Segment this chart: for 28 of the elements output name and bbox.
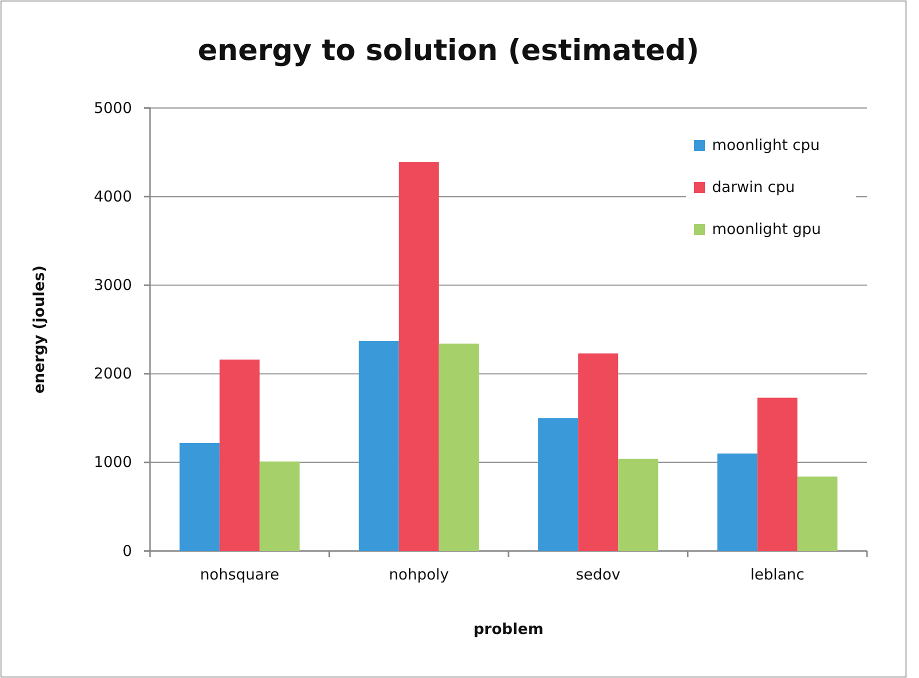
legend-label: moonlight cpu xyxy=(712,136,820,154)
x-tick-label: leblanc xyxy=(750,566,804,584)
x-tick-label: nohsquare xyxy=(200,566,280,584)
y-tick-label: 0 xyxy=(122,542,132,560)
x-axis-title: problem xyxy=(473,620,544,638)
y-tick-label: 1000 xyxy=(94,453,132,472)
bar xyxy=(358,341,399,551)
bar xyxy=(260,462,300,551)
bar xyxy=(618,458,658,551)
bar xyxy=(180,442,220,551)
y-axis-title: energy (joules) xyxy=(30,265,48,394)
legend-label: moonlight gpu xyxy=(712,220,822,238)
chart-title: energy to solution (estimated) xyxy=(198,33,700,67)
y-tick-label: 2000 xyxy=(94,364,132,383)
bar xyxy=(398,162,439,551)
x-tick-label: sedov xyxy=(576,566,621,584)
bar xyxy=(538,418,578,551)
legend-label: darwin cpu xyxy=(712,178,795,196)
bar xyxy=(220,360,260,551)
bar xyxy=(717,454,758,551)
bar xyxy=(438,344,479,551)
x-tick-label: nohpoly xyxy=(388,566,449,584)
bar xyxy=(578,353,618,551)
bar xyxy=(757,398,798,551)
bar xyxy=(797,476,838,551)
y-tick-label: 5000 xyxy=(94,98,132,117)
y-tick-label: 3000 xyxy=(94,276,132,294)
y-tick-label: 4000 xyxy=(94,187,132,206)
